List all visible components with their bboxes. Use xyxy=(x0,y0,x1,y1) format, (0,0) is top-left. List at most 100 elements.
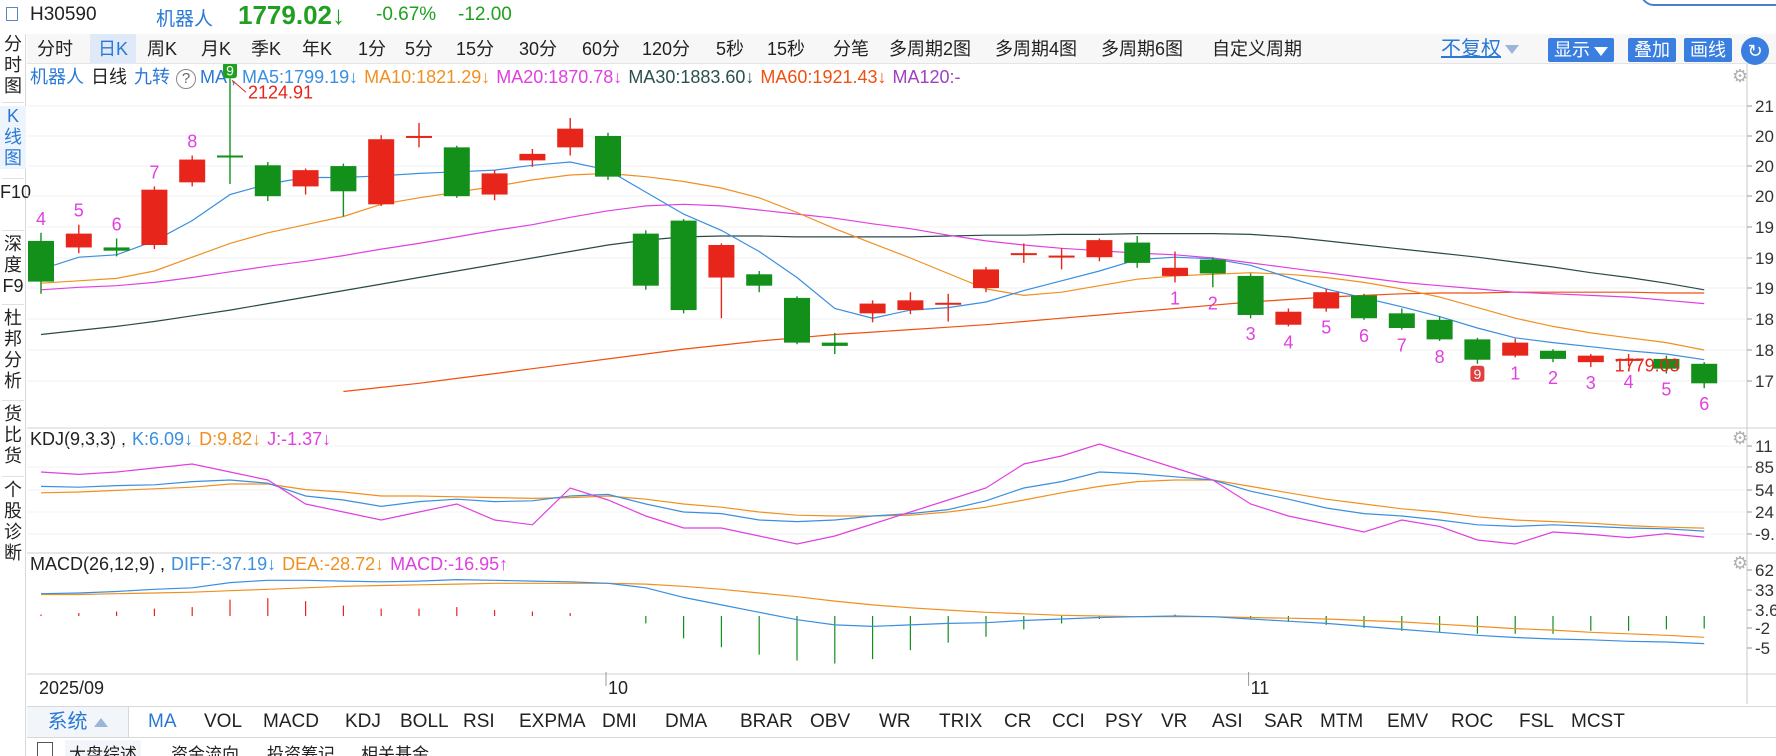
indicator-tab[interactable]: BRAR xyxy=(740,711,793,732)
left-nav-item[interactable]: 个股诊断 xyxy=(4,480,22,563)
candle[interactable]: 2 xyxy=(1199,257,1226,313)
period-tab[interactable]: 季K xyxy=(251,39,282,59)
period-tab[interactable]: 自定义周期 xyxy=(1212,39,1302,59)
help-icon[interactable]: ? xyxy=(176,69,197,89)
candle[interactable]: 5 xyxy=(1653,355,1680,400)
candle[interactable]: 5 xyxy=(65,201,92,254)
candle[interactable] xyxy=(406,122,432,148)
candle[interactable]: 7 xyxy=(141,162,168,250)
display-button[interactable]: 显示 xyxy=(1548,38,1614,62)
indicator-tab[interactable]: KDJ xyxy=(345,711,381,732)
candle[interactable]: 5 xyxy=(1313,288,1340,338)
candle[interactable] xyxy=(1010,243,1037,263)
candle[interactable] xyxy=(897,292,924,315)
candle[interactable] xyxy=(821,332,848,355)
sub-tab[interactable]: 投资筹记 xyxy=(267,745,335,756)
candle[interactable] xyxy=(443,145,470,198)
candle[interactable] xyxy=(254,162,281,202)
candle[interactable]: 2 xyxy=(1540,349,1566,388)
period-tab[interactable]: 分时 xyxy=(37,39,73,59)
macd-indicator-name[interactable]: MACD(26,12,9) , xyxy=(30,554,166,574)
candle[interactable] xyxy=(481,170,508,201)
left-nav-item[interactable]: F10 xyxy=(0,182,32,202)
indicator-tab[interactable]: SAR xyxy=(1264,711,1304,732)
draw-line-button[interactable]: 画线 xyxy=(1684,38,1732,62)
period-tab[interactable]: 15分 xyxy=(456,39,495,59)
indicator-tab[interactable]: MCST xyxy=(1571,711,1625,732)
period-tab[interactable]: 年K xyxy=(302,39,333,59)
candle[interactable]: 6 xyxy=(1351,293,1377,346)
indicator-tab[interactable]: DMA xyxy=(665,711,708,732)
left-nav-item[interactable]: K线图 xyxy=(0,106,26,169)
period-tab[interactable]: 120分 xyxy=(642,39,691,59)
kline-chart[interactable]: 21 20 20 20 19 19 19 18 18 17 4 5 6 7 8 9 1 2 3 4 5 6 7 8 9 1 2 3 4 5… xyxy=(27,64,1776,704)
candle[interactable] xyxy=(292,168,319,195)
panel-checkbox[interactable] xyxy=(37,742,53,756)
indicator-tab[interactable]: DMI xyxy=(602,711,637,732)
stock-name[interactable]: 机器人 xyxy=(156,9,214,30)
candle[interactable] xyxy=(632,230,659,290)
period-tab[interactable]: 分笔 xyxy=(833,39,869,59)
left-nav-item[interactable]: 深度F9 xyxy=(2,234,24,296)
indicator-tab[interactable]: RSI xyxy=(463,711,495,732)
candle[interactable]: 4 xyxy=(1615,354,1642,392)
candle[interactable] xyxy=(935,293,962,322)
sub-tab[interactable]: 大盘综述 xyxy=(65,740,141,756)
candle[interactable] xyxy=(557,118,584,156)
period-tab[interactable]: 60分 xyxy=(582,39,621,59)
sub-tab[interactable]: 相关基金 xyxy=(361,745,429,756)
period-tab[interactable]: 5分 xyxy=(405,39,434,59)
candle[interactable]: 6 xyxy=(1691,362,1718,414)
indicator-tab[interactable]: BOLL xyxy=(400,711,449,732)
period-tab[interactable]: 30分 xyxy=(519,39,558,59)
indicator-tab[interactable]: PSY xyxy=(1105,711,1144,732)
indicator-tab[interactable]: ROC xyxy=(1451,711,1494,732)
indicator-tab[interactable]: OBV xyxy=(810,711,851,732)
candle[interactable]: 8 xyxy=(179,132,206,187)
candle[interactable]: 1 xyxy=(1162,251,1188,309)
candle[interactable]: 9 xyxy=(1464,337,1491,382)
candle[interactable] xyxy=(670,218,697,314)
candle[interactable]: 6 xyxy=(103,214,130,257)
nine-turn-toggle[interactable]: 九转 xyxy=(129,67,171,87)
period-tab[interactable]: 多周期4图 xyxy=(995,39,1078,59)
indicator-tab[interactable]: VOL xyxy=(204,711,243,732)
candle[interactable] xyxy=(973,266,999,293)
indicator-tab[interactable]: ASI xyxy=(1212,711,1243,732)
period-tab[interactable]: 15秒 xyxy=(767,39,806,59)
candle[interactable] xyxy=(1086,238,1113,262)
candle[interactable]: 3 xyxy=(1237,273,1264,344)
indicator-tab[interactable]: WR xyxy=(879,711,911,732)
indicator-tab[interactable]: EXPMA xyxy=(519,711,586,732)
gear-icon[interactable]: ⚙ xyxy=(1732,428,1749,448)
candle[interactable] xyxy=(746,271,773,293)
indicator-tab[interactable]: EMV xyxy=(1387,711,1429,732)
period-tab[interactable]: 多周期2图 xyxy=(889,39,972,59)
candle[interactable]: 9 xyxy=(217,64,243,184)
indicator-tab[interactable]: TRIX xyxy=(939,711,983,732)
candle[interactable] xyxy=(368,135,395,206)
candle[interactable]: 4 xyxy=(1275,308,1302,352)
candle[interactable] xyxy=(595,132,621,180)
system-indicator-button[interactable]: 系统 xyxy=(27,707,129,737)
indicator-tab[interactable]: MTM xyxy=(1320,711,1364,732)
overlay-button[interactable]: 叠加 xyxy=(1628,38,1676,62)
indicator-tab[interactable]: MACD xyxy=(263,711,319,732)
candle[interactable] xyxy=(519,148,546,167)
period-tab[interactable]: 5秒 xyxy=(716,39,745,59)
candle[interactable] xyxy=(1048,248,1075,270)
period-tab[interactable]: 1分 xyxy=(358,39,387,59)
sub-tab[interactable]: 资金流向 xyxy=(171,745,239,756)
indicator-tab[interactable]: CCI xyxy=(1052,711,1085,732)
candle[interactable]: 8 xyxy=(1426,316,1453,367)
indicator-tab[interactable]: MA xyxy=(148,711,177,732)
period-tab[interactable]: 月K xyxy=(201,39,232,59)
candle[interactable]: 3 xyxy=(1577,354,1604,393)
left-nav-item[interactable]: 分时图 xyxy=(4,34,22,96)
indicator-tab[interactable]: FSL xyxy=(1519,711,1554,732)
period-tab[interactable]: 周K xyxy=(147,39,178,59)
fuquan-dropdown[interactable]: 不复权 xyxy=(1441,34,1519,64)
kdj-indicator-name[interactable]: KDJ(9,3,3) , xyxy=(30,429,127,449)
candle[interactable] xyxy=(330,163,357,217)
candle[interactable]: 7 xyxy=(1388,308,1415,356)
